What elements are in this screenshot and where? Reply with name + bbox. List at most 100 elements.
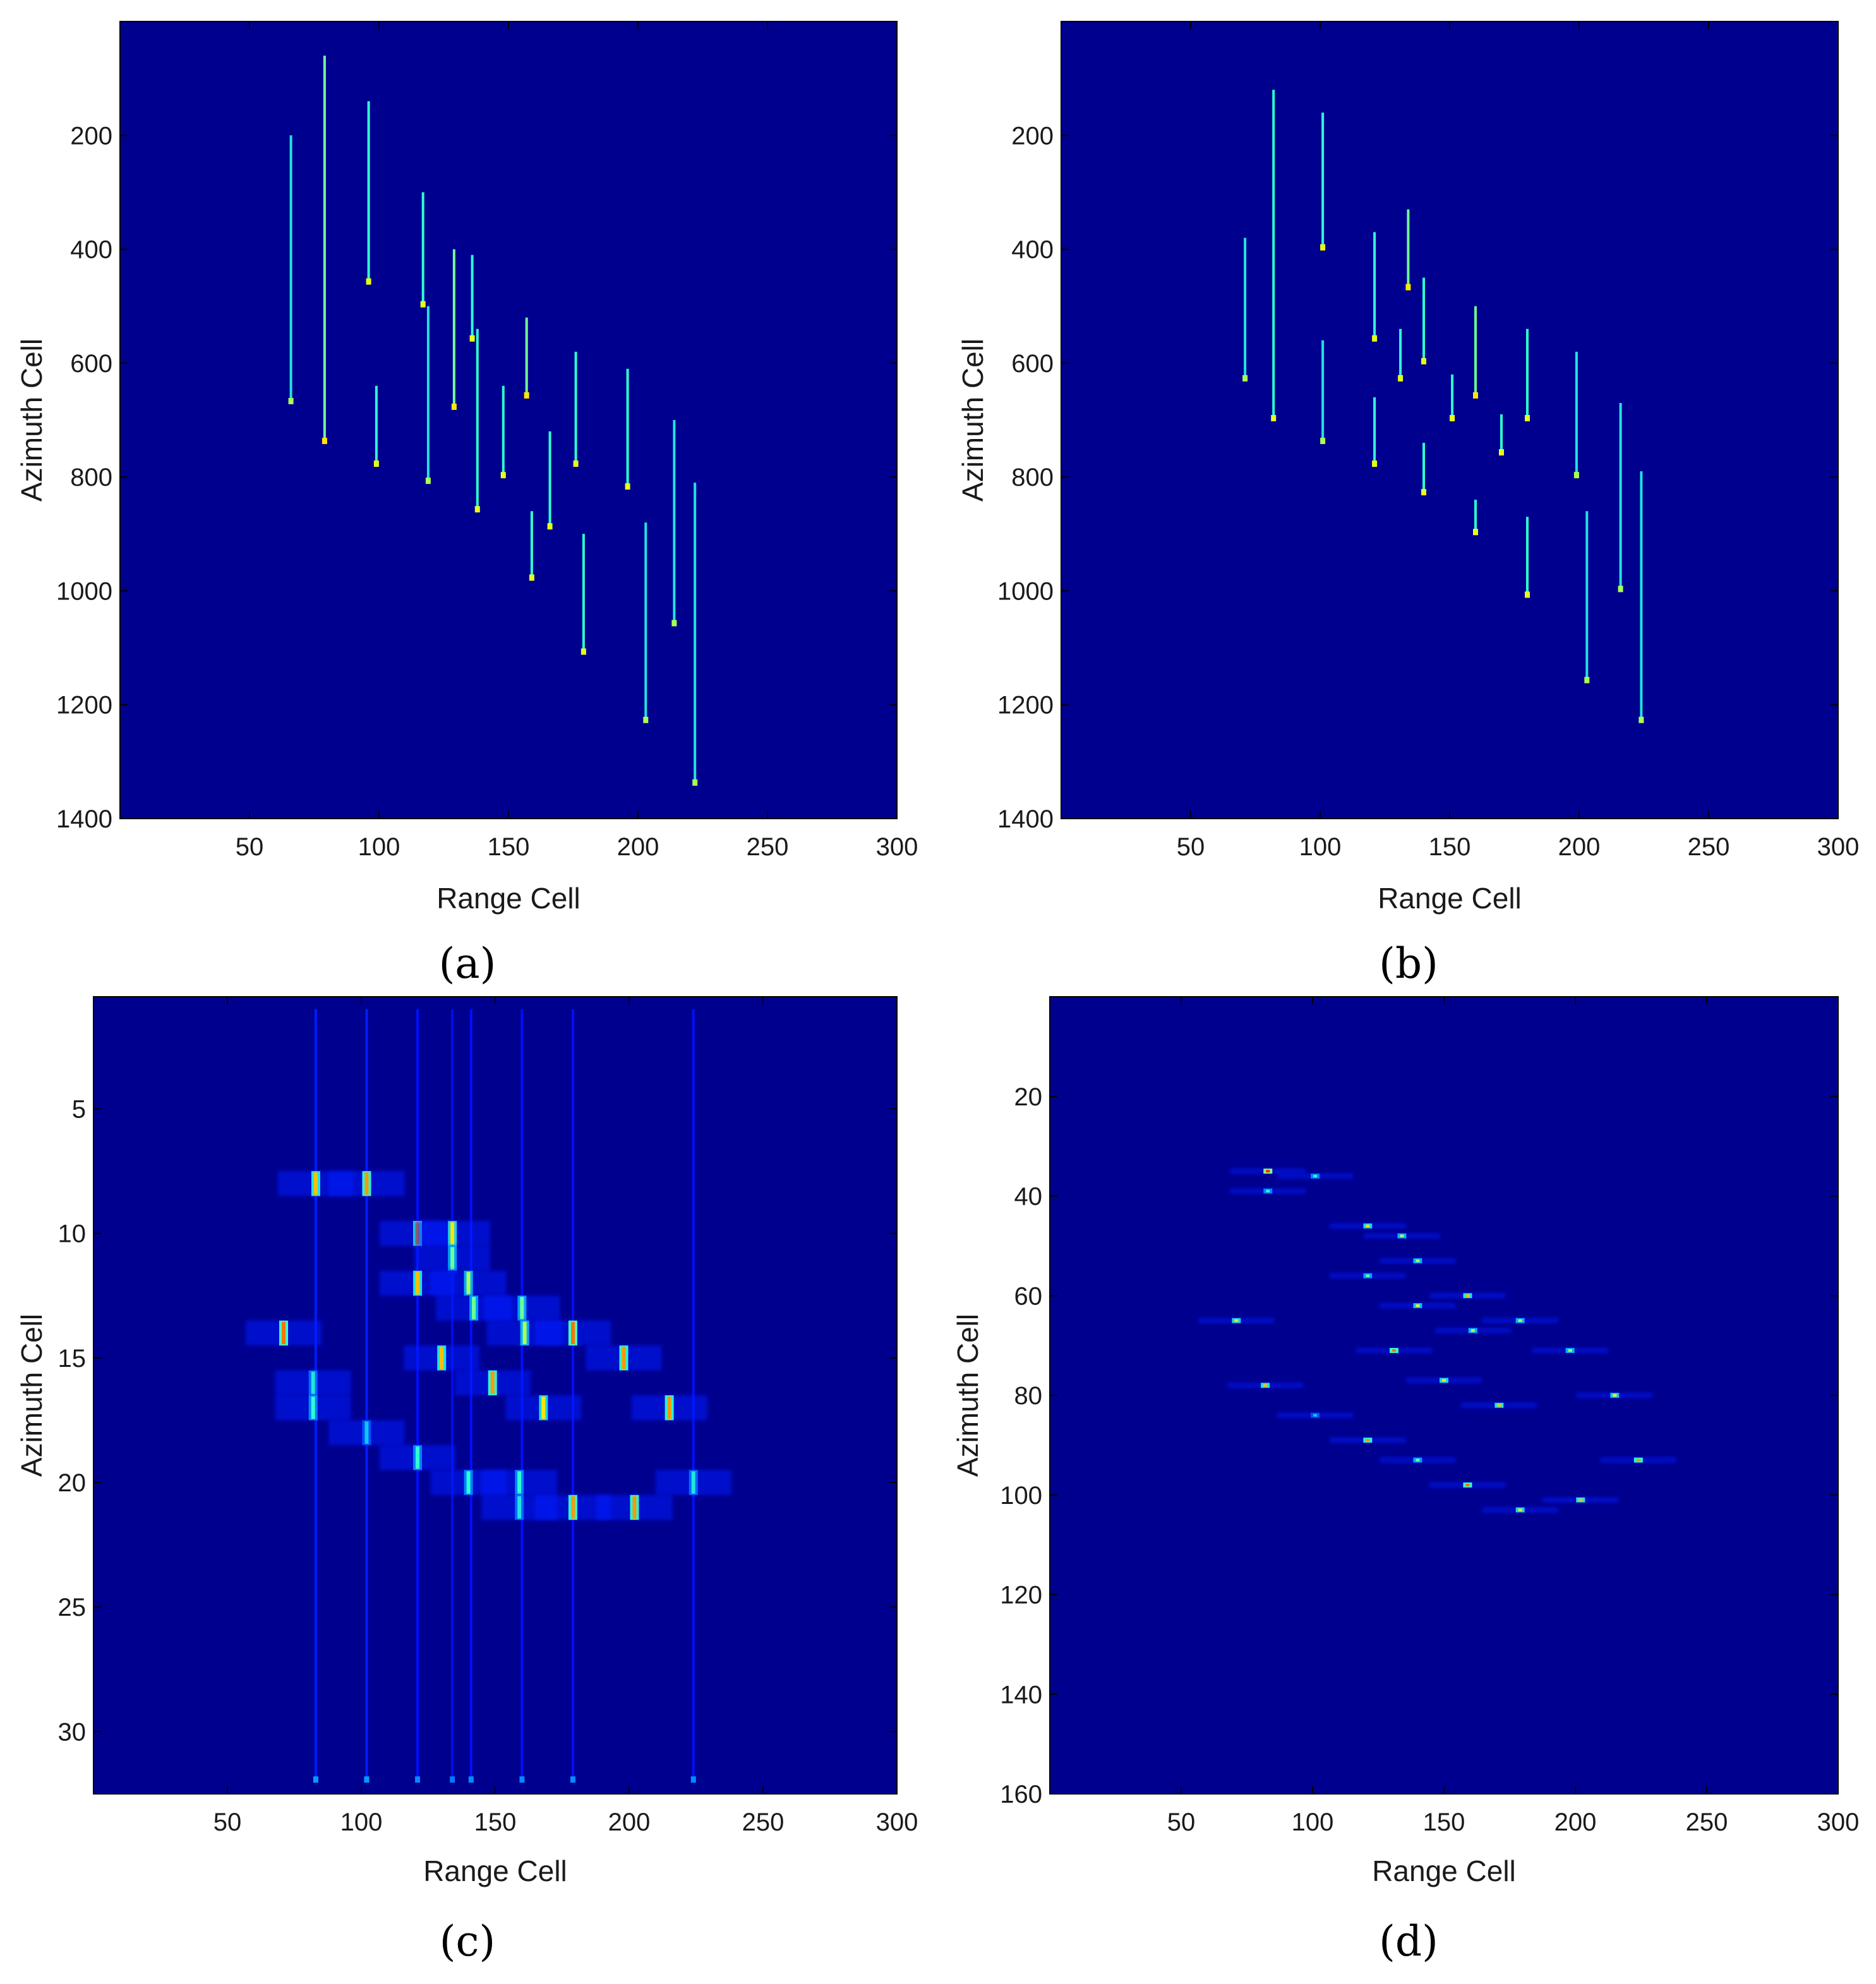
- panel-d-blob-core: [1442, 1379, 1446, 1382]
- panel-c-blob-core: [490, 1371, 495, 1394]
- panel-d-y-tick-label: 100: [1000, 1482, 1042, 1510]
- panel-d-blob-core: [1313, 1414, 1318, 1417]
- panel-b-x-tick-label: 150: [1429, 833, 1471, 861]
- panel-b-x-tick-label: 50: [1177, 833, 1205, 861]
- panel-b-x-axis-label: Range Cell: [1378, 882, 1522, 915]
- panel-d-blob-core: [1465, 1484, 1470, 1487]
- panel-a-ticks: 50 100 150 200 250 300 200 400 600 800 1000 1200 140…: [56, 21, 918, 861]
- panel-b-y-tick-label: 1000: [997, 577, 1054, 605]
- panel-c-x-tick-label: 150: [474, 1808, 517, 1836]
- panel-b-streak-peak: [1398, 375, 1404, 382]
- panel-c-blob-core: [541, 1397, 546, 1419]
- panel-c-blob-core: [364, 1172, 369, 1195]
- panel-d-y-tick-label: 60: [1014, 1282, 1043, 1310]
- panel-b-marks: [1242, 90, 1645, 723]
- panel-b-x-tick-label: 250: [1688, 833, 1730, 861]
- panel-c-streak-peak: [415, 1776, 421, 1783]
- panel-d-x-tick-label: 300: [1817, 1808, 1860, 1836]
- panel-c-blob-core: [466, 1471, 471, 1494]
- panel-d-marks: [1198, 1169, 1676, 1513]
- panel-b-streak-peak: [1372, 460, 1378, 467]
- panel-c-x-tick-label: 50: [213, 1808, 242, 1836]
- panel-a-streak-peak: [671, 620, 677, 627]
- panel-d-blob-core: [1234, 1319, 1239, 1322]
- panel-d-y-tick-label: 160: [1000, 1781, 1042, 1808]
- panel-c-blob-core: [522, 1321, 527, 1345]
- panel-a-streak-peak: [547, 523, 553, 530]
- panel-d-x-tick-label: 50: [1167, 1808, 1196, 1836]
- panel-c-blob-core: [622, 1347, 626, 1369]
- panel-c-blob-core: [570, 1321, 575, 1345]
- panel-d-blob-core: [1465, 1294, 1470, 1297]
- panel-a-y-tick-label: 1400: [56, 805, 112, 833]
- panel-c-blob-core: [632, 1496, 637, 1519]
- panel-c-blob-core: [416, 1446, 420, 1469]
- panel-a-y-tick-label: 200: [70, 122, 112, 150]
- panel-c-blob-core: [450, 1222, 455, 1245]
- panel-b-streak-peak: [1372, 335, 1378, 342]
- panel-c-blob-core: [472, 1297, 476, 1320]
- panel-d-blob-core: [1416, 1260, 1420, 1263]
- panel-b-y-tick-label: 600: [1011, 350, 1054, 378]
- panel-b-streak-peak: [1525, 415, 1530, 421]
- panel-c-x-tick-label: 300: [876, 1808, 918, 1836]
- panel-b-streak-peak: [1320, 438, 1326, 445]
- panel-b-streak-peak: [1573, 472, 1579, 479]
- panel-b-y-axis-label: Azimuth Cell: [956, 339, 989, 502]
- panel-b-streak-peak: [1271, 415, 1277, 421]
- panel-c-blob-core: [466, 1272, 471, 1295]
- panel-a-y-tick-label: 1200: [56, 692, 112, 719]
- panel-c-blob-core: [517, 1496, 522, 1519]
- panel-c-marks: [246, 1009, 731, 1783]
- panel-b-y-tick-label: 200: [1011, 122, 1054, 150]
- panel-d-x-axis-label: Range Cell: [1372, 1855, 1516, 1887]
- panel-b-streak-peak: [1242, 375, 1248, 382]
- panel-b-streak-peak: [1473, 529, 1478, 536]
- panel-b-streak-peak: [1421, 358, 1426, 364]
- panel-b-streak-peak: [1499, 449, 1504, 456]
- panel-c-y-tick-label: 15: [58, 1345, 87, 1373]
- panel-d-blob-core: [1416, 1304, 1420, 1308]
- panel-c-y-tick-label: 10: [58, 1220, 87, 1248]
- panel-c-blob-core: [311, 1371, 315, 1394]
- panel-d-y-tick-label: 40: [1014, 1183, 1043, 1211]
- panel-c-y-tick-label: 30: [58, 1718, 87, 1746]
- panel-a-streak-peak: [692, 779, 698, 786]
- panel-a-streak-peak: [529, 574, 534, 581]
- panel-c-x-axis-label: Range Cell: [423, 1855, 567, 1887]
- panel-c-x-tick-label: 100: [340, 1808, 383, 1836]
- panel-a-y-tick-label: 1000: [56, 577, 112, 605]
- panel-d-blob-core: [1518, 1508, 1522, 1512]
- panel-b-y-tick-label: 800: [1011, 464, 1054, 491]
- panel-c-ticks: 50 100 150 200 250 300 5 10 15 20 25 30: [58, 997, 918, 1836]
- panel-b-streak-peak: [1618, 586, 1623, 592]
- panel-b-ticks: 50 100 150 200 250 300 200 400 600 800 1000 1200 140…: [997, 21, 1859, 861]
- panel-c-blob-core: [364, 1421, 369, 1444]
- panel-a-x-tick-label: 200: [617, 833, 659, 861]
- panel-b-streak-peak: [1638, 716, 1644, 723]
- panel-c-blob-core: [517, 1471, 522, 1494]
- panel-c-streak-peak: [690, 1776, 696, 1783]
- panel-b-streak-peak: [1473, 392, 1478, 399]
- panel-d-blob-core: [1636, 1458, 1640, 1462]
- panel-a-x-tick-label: 250: [747, 833, 789, 861]
- panel-b: 50 100 150 200 250 300 200 400 600 800 1000 1200 140…: [956, 21, 1859, 988]
- panel-c-blob-core: [313, 1172, 318, 1195]
- panel-a-streak-peak: [420, 301, 426, 308]
- panel-b-streak-peak: [1405, 284, 1411, 291]
- panel-d-blob-core: [1497, 1404, 1501, 1407]
- panel-d-blob-core: [1313, 1175, 1318, 1178]
- panel-c-caption: (c): [440, 1917, 495, 1966]
- panel-b-y-tick-label: 1400: [997, 805, 1054, 833]
- panel-a-x-axis-label: Range Cell: [436, 882, 580, 915]
- panel-d-blob-core: [1366, 1274, 1370, 1277]
- panel-b-streak-peak: [1584, 676, 1590, 683]
- panel-d-y-tick-label: 120: [1000, 1582, 1042, 1609]
- panel-a-streak-peak: [425, 478, 431, 484]
- panel-d-blob-core: [1263, 1384, 1268, 1387]
- panel-c-blob-core: [440, 1347, 444, 1369]
- panel-a-streak-peak: [500, 472, 506, 479]
- panel-a-streak-peak: [451, 403, 457, 410]
- panel-a-caption: (a): [439, 939, 496, 988]
